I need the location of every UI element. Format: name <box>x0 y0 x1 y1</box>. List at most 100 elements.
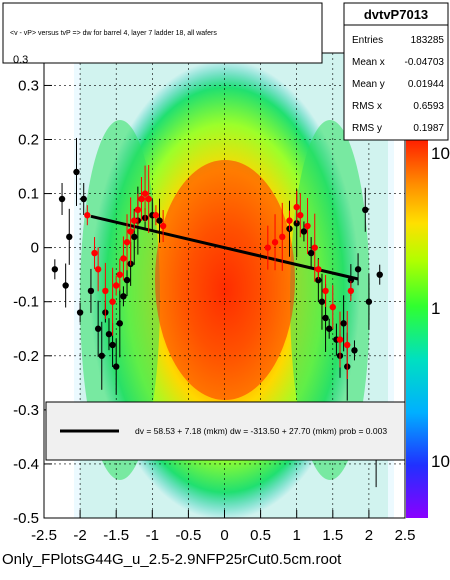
black-point-13 <box>113 363 120 370</box>
red-point-12 <box>138 195 145 203</box>
red-point-20 <box>286 217 293 224</box>
x-tick-label-9: 2 <box>365 527 373 544</box>
x-tick-label-0: -2.5 <box>31 527 57 544</box>
stats-value-4: 0.1987 <box>413 123 444 134</box>
red-point-17 <box>264 244 272 251</box>
y-tick-label-5: 0 <box>31 240 39 257</box>
black-point-24 <box>293 220 300 227</box>
fit-legend-text: dv = 58.53 + 7.18 (mkm) dw = -313.50 + 2… <box>135 426 387 436</box>
red-point-10 <box>131 217 138 224</box>
black-profile-points <box>51 137 383 488</box>
black-point-1 <box>58 195 66 203</box>
black-point-26 <box>307 249 315 257</box>
y-partial-top-label: 0.3 <box>13 54 28 66</box>
black-point-14 <box>116 320 124 327</box>
y-tick-label-0: -0.5 <box>13 510 39 527</box>
black-point-35 <box>351 347 358 354</box>
red-point-11 <box>134 206 142 214</box>
red-point-8 <box>123 239 131 246</box>
x-tick-label-8: 1.5 <box>322 527 343 544</box>
black-point-12 <box>109 341 116 349</box>
red-point-27 <box>329 303 336 311</box>
stats-value-2: 0.01944 <box>408 79 445 90</box>
stats-label-3: RMS x <box>352 101 382 112</box>
y-tick-label-8: 0.3 <box>18 77 39 94</box>
red-profile-points <box>84 164 355 379</box>
black-point-0 <box>51 266 59 273</box>
stats-value-0: 183285 <box>411 35 445 46</box>
black-point-16 <box>123 276 131 284</box>
black-point-38 <box>365 298 373 305</box>
stats-label-0: Entries <box>352 35 383 46</box>
black-point-33 <box>340 320 347 327</box>
red-point-7 <box>120 255 127 262</box>
x-tick-label-5: 0 <box>220 527 228 544</box>
black-point-5 <box>76 309 84 316</box>
black-point-29 <box>322 314 329 322</box>
palette-label-mid: 1 <box>431 299 440 318</box>
stats-value-3: 0.6593 <box>413 101 444 112</box>
red-point-28 <box>336 336 344 343</box>
x-tick-label-6: 0.5 <box>250 527 271 544</box>
black-point-37 <box>362 206 369 214</box>
black-point-27 <box>315 276 322 284</box>
stats-label-2: Mean y <box>352 79 385 90</box>
x-tick-label-7: 1 <box>293 527 301 544</box>
y-tick-label-3: -0.2 <box>13 348 39 365</box>
stats-title: dvtvP7013 <box>364 7 428 22</box>
red-point-0 <box>84 212 91 219</box>
title-box <box>2 2 323 64</box>
red-point-4 <box>109 298 116 305</box>
black-point-9 <box>98 352 105 359</box>
red-point-15 <box>152 212 160 219</box>
x-axis-ticks: -2.5 -2 -1.5 -1 -0.5 0 0.5 1 1.5 2 2.5 <box>31 510 415 544</box>
red-point-22 <box>297 212 304 219</box>
red-point-16 <box>159 222 167 230</box>
x-tick-label-10: 2.5 <box>395 527 416 544</box>
black-point-3 <box>66 233 73 241</box>
red-point-3 <box>102 287 109 295</box>
y-tick-label-6: 0.1 <box>18 186 39 203</box>
red-point-29 <box>344 341 351 349</box>
red-point-6 <box>116 271 124 278</box>
red-point-30 <box>347 287 355 295</box>
palette-label-top: 10 <box>431 144 450 163</box>
red-point-5 <box>113 282 120 289</box>
red-point-2 <box>94 266 102 273</box>
stats-value-1: -0.04703 <box>405 57 445 68</box>
black-point-6 <box>80 195 87 203</box>
red-point-13 <box>141 190 149 197</box>
black-point-11 <box>105 330 113 338</box>
y-tick-label-2: -0.3 <box>13 402 39 419</box>
black-point-40 <box>376 271 383 278</box>
red-point-26 <box>322 287 329 295</box>
red-point-14 <box>145 195 152 203</box>
x-tick-label-1: -2 <box>73 527 86 544</box>
black-point-15 <box>120 293 127 300</box>
red-point-23 <box>304 222 311 230</box>
black-point-2 <box>62 282 69 289</box>
palette-label-bottom: 10 <box>431 452 450 471</box>
heatmap-right-band <box>290 120 370 480</box>
black-point-4 <box>73 168 80 176</box>
stats-label-1: Mean x <box>352 57 385 68</box>
x-tick-label-3: -1 <box>146 527 159 544</box>
black-point-22 <box>156 217 163 224</box>
heatmap-peak <box>155 160 295 400</box>
black-point-28 <box>318 298 326 305</box>
red-point-1 <box>91 249 98 257</box>
black-point-41 <box>347 276 355 284</box>
black-point-7 <box>87 287 95 295</box>
red-point-9 <box>127 228 134 235</box>
y-tick-label-7: 0.2 <box>18 132 39 149</box>
black-point-25 <box>300 228 308 235</box>
red-point-19 <box>279 233 286 241</box>
red-point-21 <box>293 203 300 211</box>
black-point-18 <box>131 233 138 241</box>
x-tick-label-2: -1.5 <box>103 527 129 544</box>
stats-rows: Entries 183285 Mean x -0.04703 Mean y 0.01944… <box>352 35 444 134</box>
red-point-18 <box>271 239 279 246</box>
red-point-24 <box>311 244 318 251</box>
